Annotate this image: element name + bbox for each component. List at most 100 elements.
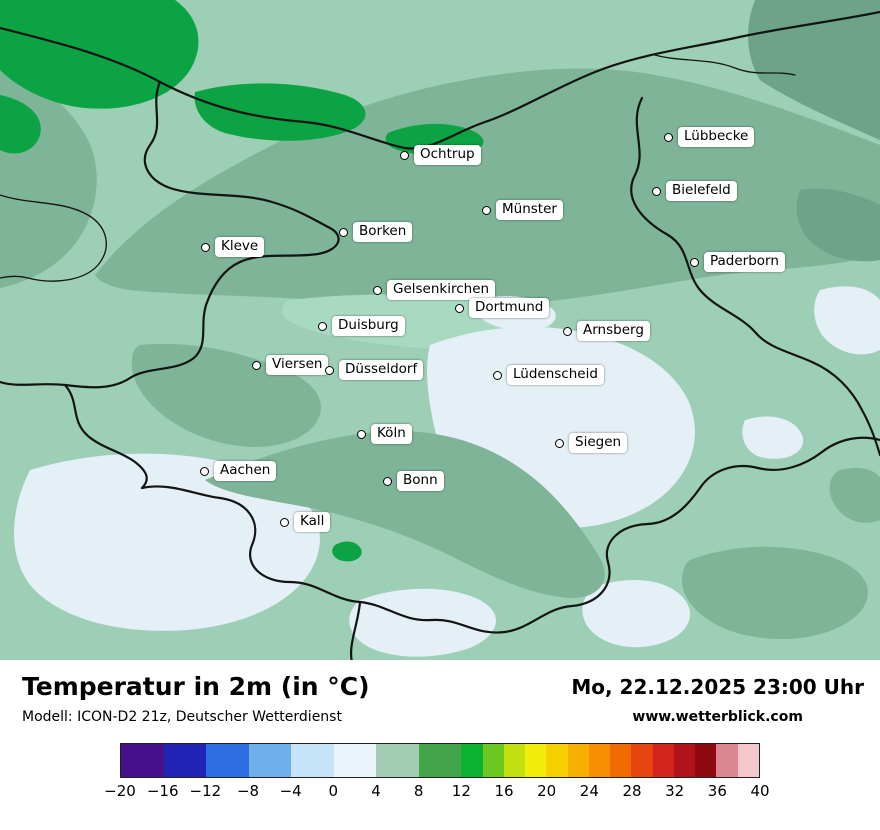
temp-region-sage-bottom-right [681,546,868,640]
city-marker: Aachen [200,461,277,481]
city-label: Arnsberg [577,321,650,341]
city-dot-icon [383,476,392,486]
city-dot-icon [252,360,261,370]
city-dot-icon [318,321,327,331]
colorbar-segment [418,744,462,777]
colorbar-segment [610,744,632,777]
city-marker: Düsseldorf [325,360,424,380]
colorbar-segment [248,744,292,777]
colorbar-tick-label: −16 [146,782,179,800]
page-title: Temperatur in 2m (in °C) [22,672,370,701]
colorbar-segment [695,744,717,777]
colorbar-segment [482,744,504,777]
city-marker: Bielefeld [652,181,737,201]
temp-region-sage-right-mid [829,467,880,523]
city-label: Kall [294,512,331,532]
colorbar-segment [631,744,653,777]
footer-left: Temperatur in 2m (in °C) Modell: ICON-D2… [22,672,370,725]
temp-region-pale-right-edge [814,286,880,355]
temp-region-pale-bottom-center [349,588,497,657]
city-marker: Lüdenscheid [493,365,604,385]
colorbar-segment [333,744,377,777]
temperature-map: Ochtrup Lübbecke Bielefeld Münster Borken Kle… [0,0,880,660]
state-border-south [140,436,880,634]
state-border-east [630,96,880,457]
colorbar-ticks: −20 −16 −12 −8 −4 0 4 8 12 16 20 24 28 32 36 40 [104,782,769,804]
city-label: Lüdenscheid [507,365,604,385]
city-marker: Kall [280,512,331,532]
city-marker: Duisburg [318,316,405,336]
city-dot-icon [400,150,409,160]
city-label: Bonn [397,471,444,491]
colorbar-segment [525,744,547,777]
temp-region-sage-south-band [205,430,605,598]
colorbar-tick-label: 12 [451,782,471,800]
city-dot-icon [455,303,464,313]
city-marker: Bonn [383,471,444,491]
colorbar-tick-label: 40 [750,782,770,800]
city-label: Bielefeld [666,181,737,201]
city-dot-icon [339,227,348,237]
colorbar-segment [461,744,483,777]
city-dot-icon [493,370,502,380]
temp-region-vivid-topleft [0,0,199,109]
city-dot-icon [200,466,209,476]
colorbar-segment [163,744,207,777]
colorbar-tick-label: 28 [622,782,642,800]
city-marker: Siegen [555,433,628,453]
city-label: Dortmund [469,298,550,318]
city-label: Aachen [214,461,277,481]
city-marker: Viersen [252,355,329,375]
colorbar-segment [503,744,526,777]
colorbar-tick-label: 0 [328,782,339,800]
city-label: Duisburg [332,316,405,336]
colorbar-tick-label: −20 [104,782,136,800]
forecast-datetime: Mo, 22.12.2025 23:00 Uhr [571,675,864,699]
city-label: Düsseldorf [339,360,424,380]
city-label: Köln [371,424,412,444]
city-dot-icon [563,326,572,336]
colorbar-tick-label: 36 [707,782,727,800]
city-label: Münster [496,200,563,220]
city-marker: Paderborn [690,252,785,272]
colorbar-tick-label: −8 [236,782,260,800]
temp-region-vivid-band [194,83,366,141]
footer-right: Mo, 22.12.2025 23:00 Uhr www.wetterblick… [571,672,864,725]
colorbar-segment [206,744,249,777]
city-layer: Ochtrup Lübbecke Bielefeld Münster Borken Kle… [200,127,785,532]
colorbar-tick-label: 4 [371,782,381,800]
city-marker: Lübbecke [664,127,755,147]
city-dot-icon [201,242,210,252]
city-dot-icon [664,132,673,142]
state-border-netherlands [0,80,340,389]
city-dot-icon [357,429,366,439]
colorbar-segment [716,744,738,777]
city-label: Lübbecke [678,127,755,147]
colorbar-tick-label: −12 [189,782,222,800]
colorbar-tick-label: 16 [494,782,514,800]
city-dot-icon [482,205,491,215]
city-label: Viersen [266,355,329,375]
city-marker: Gelsenkirchen [373,280,496,300]
city-label: Paderborn [704,252,785,272]
city-marker: Ochtrup [400,145,481,165]
city-label: Gelsenkirchen [387,280,496,300]
colorbar-segment [121,744,164,777]
state-border-south-branch [350,600,362,660]
colorbar-segment [737,744,759,777]
temp-region-deepsage-right [796,188,880,262]
temp-region-pale-bottom-right [582,580,691,648]
model-info: Modell: ICON-D2 21z, Deutscher Wetterdie… [22,709,342,725]
temp-region-pale-eifel [13,453,321,631]
temp-region-vivid-left-edge [0,95,41,154]
colorbar-segment [567,744,589,777]
city-marker: Borken [339,222,413,242]
colorbar-tick-label: 20 [537,782,557,800]
city-label: Ochtrup [414,145,481,165]
city-dot-icon [690,257,699,267]
colorbar-tick-label: −4 [279,782,302,800]
city-marker: Köln [357,424,412,444]
colorbar-segment [673,744,696,777]
state-border-left-enclave [0,194,107,282]
colorbar-segment [291,744,334,777]
